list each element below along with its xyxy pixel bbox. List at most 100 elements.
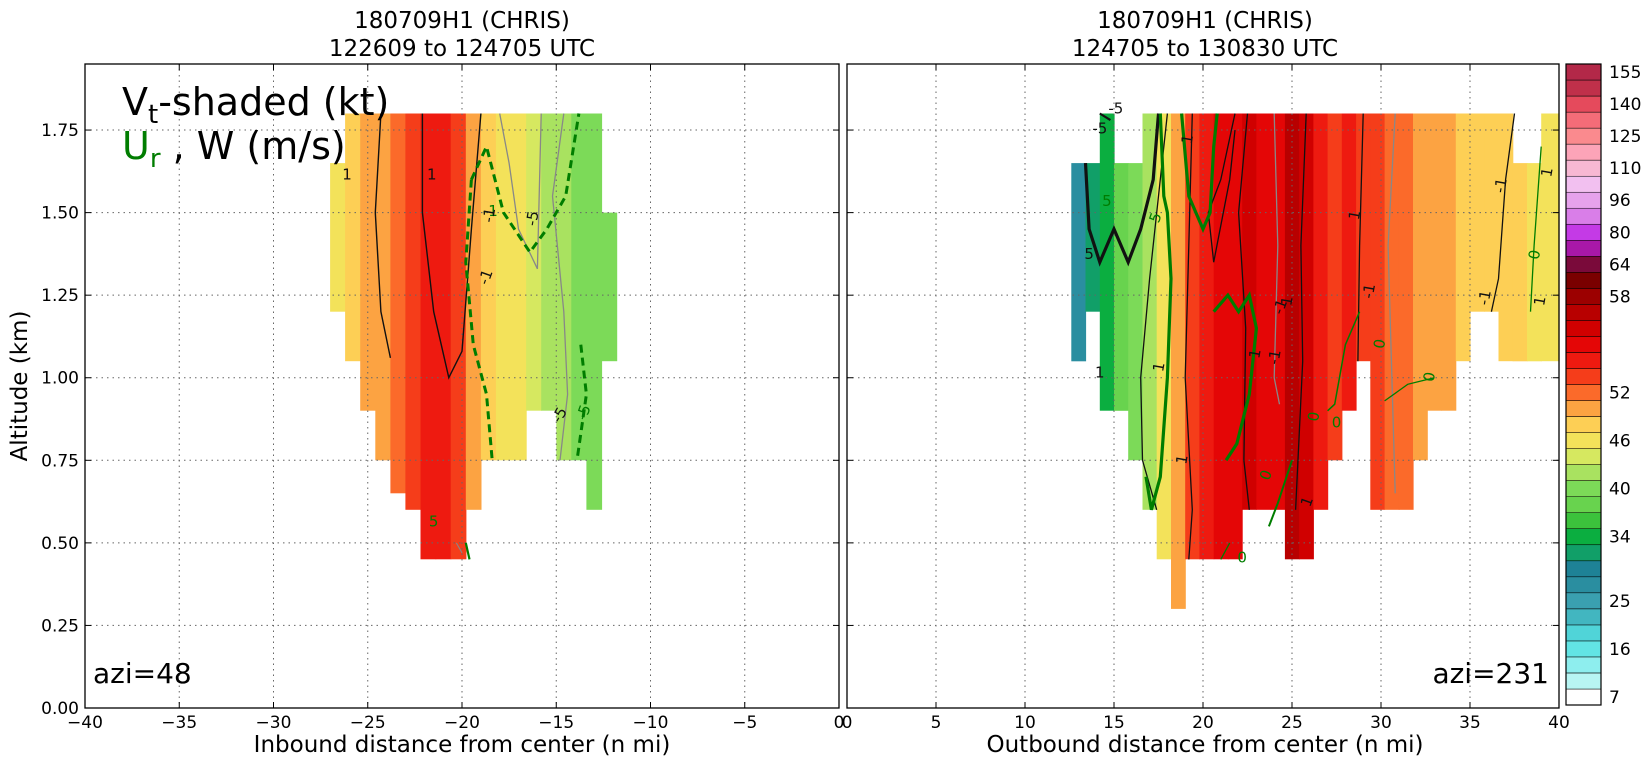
colorbar-cell bbox=[1565, 320, 1602, 337]
contour-line bbox=[1384, 377, 1435, 402]
x-tick-label: −25 bbox=[350, 713, 386, 733]
vt-column bbox=[480, 113, 497, 461]
colorbar-cell bbox=[1565, 400, 1602, 417]
colorbar: 155 140 125 110 96 80 64 58 52 46 40 34 25 16 7 bbox=[1565, 63, 1641, 708]
contour-label: 1 bbox=[1537, 166, 1556, 179]
left-grid bbox=[85, 64, 839, 708]
y-axis-label: Altitude (km) bbox=[7, 311, 33, 462]
legend-vt-rest: -shaded (kt) bbox=[158, 80, 389, 124]
colorbar-cell bbox=[1565, 159, 1602, 177]
contour-label: 0 bbox=[1304, 410, 1323, 423]
vt-column bbox=[345, 113, 361, 362]
vt-column bbox=[1370, 113, 1386, 510]
colorbar-cell bbox=[1565, 95, 1602, 113]
colorbar-tick-label: 125 bbox=[1609, 127, 1641, 147]
colorbar-tick-label: 155 bbox=[1609, 63, 1641, 83]
colorbar-cell bbox=[1565, 432, 1602, 449]
colorbar-tick-label: 7 bbox=[1609, 688, 1620, 708]
legend-ur-line: Ur , W (m/s) bbox=[122, 124, 346, 174]
contour-line bbox=[1327, 311, 1361, 412]
right-shaded-field bbox=[1071, 113, 1560, 609]
x-tick-label: −35 bbox=[161, 713, 197, 733]
colorbar-tick-label: 46 bbox=[1609, 432, 1631, 452]
contour-label: 0 bbox=[1370, 338, 1389, 351]
x-tick-label: 25 bbox=[1281, 713, 1303, 733]
left-title-line1: 180709H1 (CHRIS) bbox=[354, 8, 570, 34]
colorbar-cell bbox=[1565, 688, 1602, 706]
colorbar-tick-label: 52 bbox=[1609, 384, 1631, 404]
contour-label: 1 bbox=[1245, 347, 1264, 360]
left-shaded-field bbox=[330, 113, 618, 560]
contour-label: 5 bbox=[1102, 192, 1112, 210]
vt-column bbox=[1541, 113, 1560, 362]
vt-column bbox=[1256, 113, 1272, 510]
left-contours: 1 1-1-1-1-5-5 -55 bbox=[342, 113, 595, 560]
vt-column bbox=[435, 113, 452, 560]
contour-line bbox=[1387, 113, 1396, 494]
colorbar-ticks: 155 140 125 110 96 80 64 58 52 46 40 34 25 16 7 bbox=[1609, 63, 1641, 708]
contour-label: 0 bbox=[1332, 413, 1342, 431]
colorbar-cell bbox=[1565, 79, 1602, 97]
y-tick-label: 1.75 bbox=[41, 121, 79, 141]
colorbar-cell bbox=[1565, 656, 1602, 674]
colorbar-cell bbox=[1565, 448, 1602, 465]
contour-label: -1 bbox=[1475, 289, 1495, 307]
vt-column bbox=[556, 113, 572, 461]
colorbar-cell bbox=[1565, 464, 1602, 481]
colorbar-tick-label: 58 bbox=[1609, 287, 1631, 307]
contour-label: -1 bbox=[1359, 282, 1379, 300]
legend-vt-main: V bbox=[122, 80, 148, 124]
contour-line bbox=[1490, 113, 1516, 312]
x-tick-label: 30 bbox=[1370, 713, 1392, 733]
vt-column bbox=[1384, 113, 1400, 510]
left-title-line2: 122609 to 124705 UTC bbox=[329, 36, 595, 62]
colorbar-tick-label: 140 bbox=[1609, 95, 1641, 115]
right-y-ticks bbox=[847, 129, 1559, 709]
x-tick-label: −30 bbox=[256, 713, 292, 733]
legend-vt-line: Vt-shaded (kt) bbox=[122, 80, 389, 130]
right-title-line2: 124705 to 130830 UTC bbox=[1072, 36, 1338, 62]
contour-label: -5 bbox=[573, 402, 595, 422]
left-x-axis-label: Inbound distance from center (n mi) bbox=[254, 732, 671, 758]
vt-column bbox=[375, 113, 391, 461]
contour-label: 1 bbox=[1345, 209, 1364, 222]
contour-label: -5 bbox=[1108, 100, 1123, 118]
vt-column bbox=[1284, 113, 1300, 560]
left-panel: 180709H1 (CHRIS) 122609 to 124705 UTC 1 1… bbox=[7, 8, 844, 758]
contour-label: 1 bbox=[1172, 453, 1191, 466]
vt-column bbox=[330, 163, 346, 312]
vt-column bbox=[1099, 113, 1115, 411]
contour-line bbox=[1529, 146, 1542, 312]
left-azimuth-label: azi=48 bbox=[93, 657, 192, 690]
colorbar-tick-label: 110 bbox=[1609, 159, 1641, 179]
contour-label: 1 bbox=[1178, 133, 1197, 146]
vt-column bbox=[405, 113, 422, 510]
x-tick-label: 35 bbox=[1459, 713, 1481, 733]
colorbar-cell bbox=[1565, 496, 1602, 513]
vt-column bbox=[1313, 113, 1329, 510]
colorbar-tick-label: 25 bbox=[1609, 592, 1631, 612]
vt-column bbox=[1527, 163, 1542, 362]
contour-label: -1 bbox=[1491, 176, 1511, 194]
contour-line bbox=[1237, 113, 1250, 510]
colorbar-cell bbox=[1565, 336, 1602, 353]
vt-column bbox=[1413, 113, 1428, 461]
x-tick-label: −15 bbox=[538, 713, 574, 733]
colorbar-cell bbox=[1565, 384, 1602, 401]
x-tick-label: −10 bbox=[633, 713, 669, 733]
legend-ur-sub: r bbox=[150, 144, 161, 174]
x-tick-label: −5 bbox=[732, 713, 757, 733]
right-x-ticks: 0 5 10 15 20 25 30 35 40 bbox=[842, 64, 1570, 733]
colorbar-cell bbox=[1565, 304, 1602, 321]
contour-line bbox=[455, 542, 463, 554]
contour-label: 5 bbox=[1084, 245, 1094, 263]
colorbar-cell bbox=[1565, 288, 1602, 305]
contour-line bbox=[1207, 113, 1236, 263]
colorbar-tick-label: 34 bbox=[1609, 528, 1631, 548]
colorbar-cell bbox=[1565, 576, 1602, 594]
vt-column bbox=[1470, 113, 1485, 312]
colorbar-cell bbox=[1565, 512, 1602, 529]
colorbar-tick-label: 96 bbox=[1609, 191, 1631, 211]
contour-line bbox=[499, 113, 542, 270]
